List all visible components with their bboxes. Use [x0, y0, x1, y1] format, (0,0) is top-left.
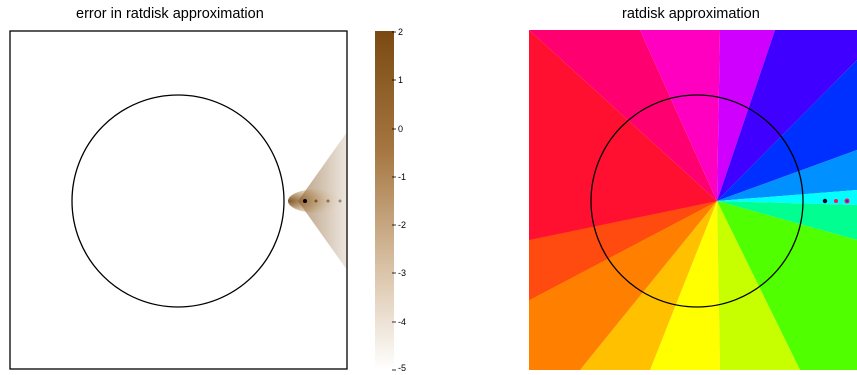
colorbar-tick-label: 0 [398, 124, 404, 134]
pole-marker-left [303, 199, 307, 203]
error-plot [9, 30, 348, 370]
pole-marker-left [326, 199, 330, 203]
error-core [288, 189, 348, 213]
colorbar-tick-label: -3 [398, 268, 407, 278]
left-plot-title: error in ratdisk approximation [76, 6, 264, 22]
colorbar-tick-label: -5 [398, 363, 407, 373]
pole-marker-left [314, 199, 318, 203]
pole-marker-right [834, 199, 838, 203]
right-plot-title: ratdisk approximation [622, 6, 760, 22]
colorbar-gradient [375, 31, 394, 370]
phase-plot [529, 30, 857, 370]
colorbar-tick-label: -2 [398, 220, 407, 230]
colorbar-tick-label: -1 [398, 172, 407, 182]
unit-circle-left [71, 94, 285, 308]
colorbar-tick-label: 1 [398, 75, 404, 85]
pole-marker-right [846, 200, 848, 202]
colorbar-tick-label: 2 [398, 27, 404, 37]
colorbar [375, 31, 396, 371]
pole-marker-right [822, 198, 828, 204]
colorbar-tick-label: -4 [398, 317, 407, 327]
pole-marker-left [338, 199, 342, 203]
unit-circle-right [590, 94, 804, 308]
